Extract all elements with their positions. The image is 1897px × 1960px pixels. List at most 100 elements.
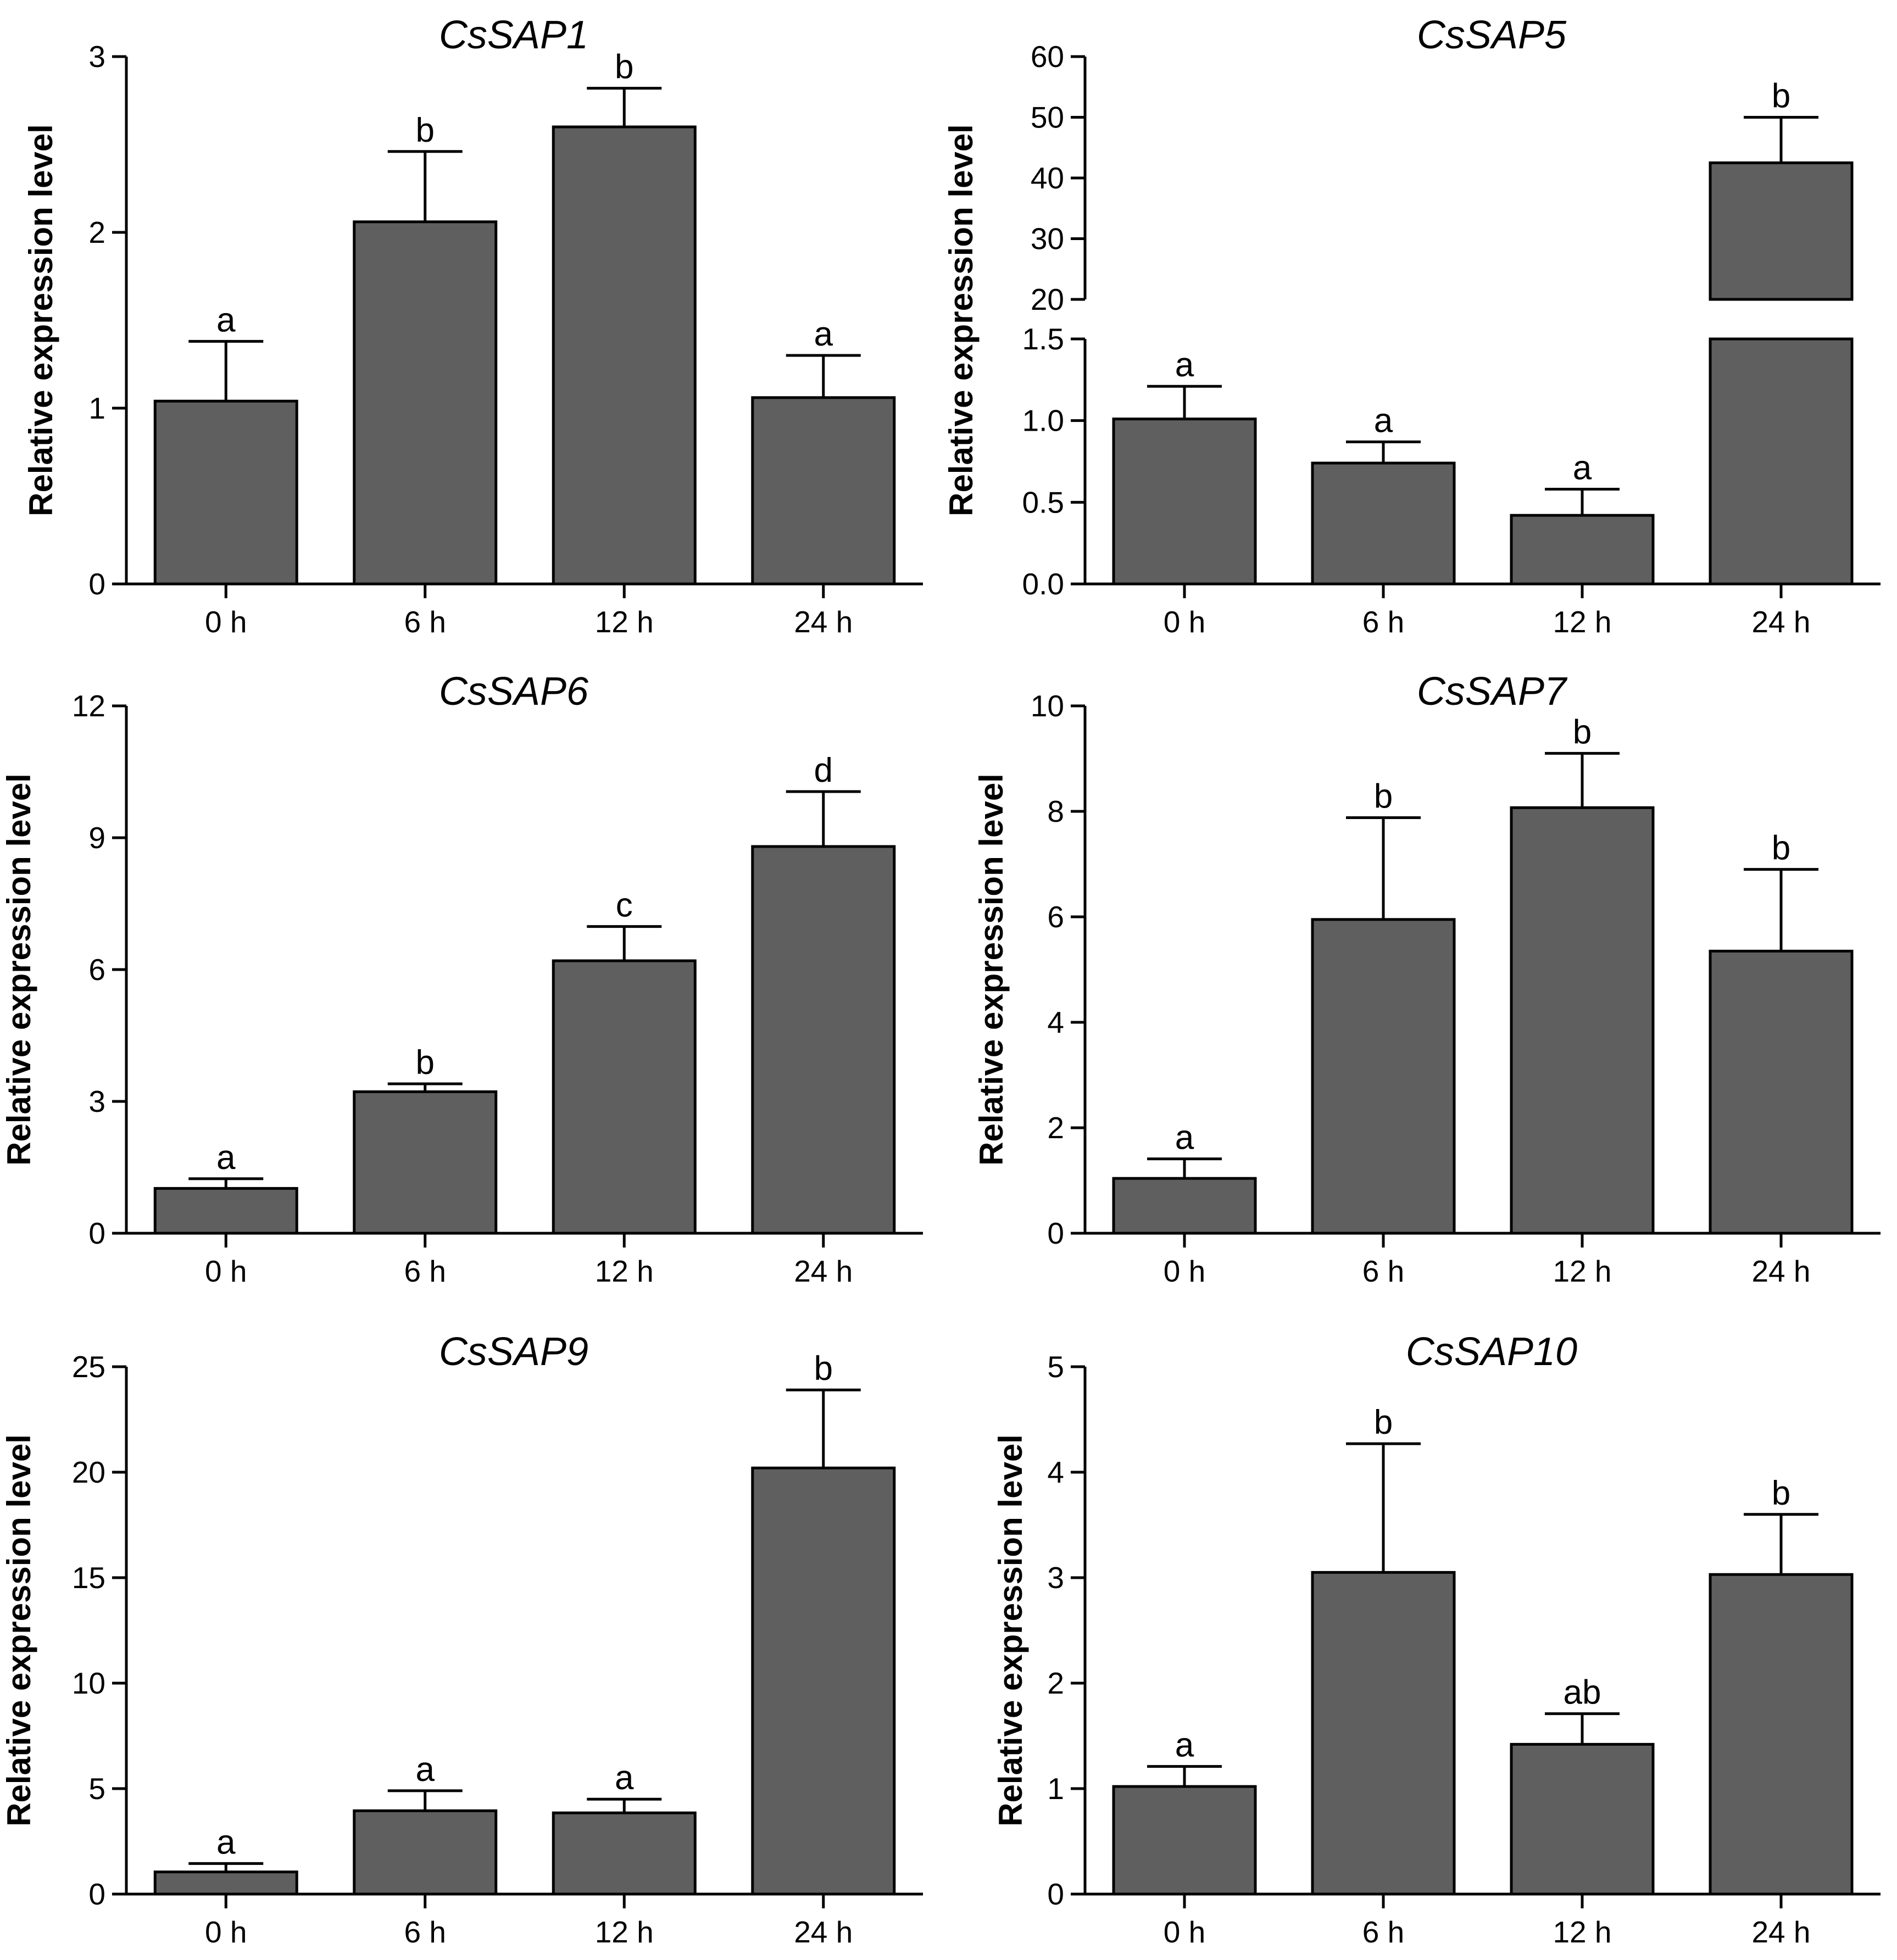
bar [1311,918,1456,1235]
y-tick-label: 8 [1047,794,1064,828]
y-axis-label: Relative expression level [943,124,980,516]
significance-label: b [1772,1474,1790,1512]
x-tick-label: 12 h [595,1915,654,1949]
x-tick-label: 24 h [794,605,853,639]
y-tick-label: 10 [1031,689,1064,723]
y-tick-label: 0 [88,1216,105,1250]
bar [552,125,697,586]
x-tick-label: 0 h [205,1254,247,1288]
x-tick-label: 0 h [1164,605,1205,639]
bar [153,1187,298,1235]
x-tick-label: 6 h [1362,605,1404,639]
y-axis-label: Relative expression level [973,773,1010,1166]
x-tick-label: 0 h [205,1915,247,1949]
significance-label: a [1573,449,1592,487]
x-tick-label: 24 h [1751,605,1810,639]
significance-label: b [1772,829,1790,867]
x-tick-label: 0 h [205,605,247,639]
bar [1510,806,1655,1235]
x-tick-label: 6 h [404,1254,446,1288]
y-tick-label: 20 [72,1455,105,1489]
y-axis-label: Relative expression level [1,773,37,1166]
significance-label: b [1772,77,1790,115]
y-tick-label: 15 [72,1561,105,1595]
significance-label: b [416,112,435,149]
y-tick-label: 0 [88,1877,105,1911]
y-axis-label: Relative expression level [1,1434,37,1827]
y-axis-label: Relative expression level [23,124,59,516]
y-tick-label: 1 [1047,1772,1064,1806]
x-tick-label: 24 h [794,1915,853,1949]
chart-title: CsSAP5 [1417,13,1567,57]
y-tick-label: 0 [1047,1877,1064,1911]
x-tick-label: 6 h [404,1915,446,1949]
y-tick-label: 5 [1047,1350,1064,1384]
y-tick-label: 25 [72,1350,105,1384]
significance-label: b [416,1044,435,1082]
significance-label: a [1175,1119,1194,1157]
significance-label: ab [1564,1674,1601,1712]
bar [552,959,697,1235]
bar [353,1809,498,1896]
chart-cssap10: CsSAP10 Relative expression level 0 1 2 3 4 5 a 0… [992,1330,1881,1949]
y-tick-label: 60 [1031,40,1064,74]
y-tick-label: 9 [88,821,105,855]
y-tick-label: 1 [88,391,105,425]
significance-label: a [615,1759,634,1797]
y-tick-label: 10 [72,1666,105,1700]
y-tick-label: 2 [88,215,105,249]
y-tick-label: 0.5 [1022,485,1064,519]
x-tick-label: 6 h [1362,1915,1404,1949]
y-tick-label: 50 [1031,101,1064,135]
y-tick-label: 4 [1047,1005,1064,1039]
x-tick-label: 6 h [1362,1254,1404,1288]
bar [751,1466,896,1896]
y-tick-label: 4 [1047,1455,1064,1489]
bar-upper-segment [1709,161,1854,301]
significance-label: d [814,751,833,789]
y-tick-label: 5 [88,1772,105,1806]
y-tick-label: 40 [1031,161,1064,195]
significance-label: a [216,301,236,339]
x-tick-label: 0 h [1164,1254,1205,1288]
y-tick-label: 0 [1047,1216,1064,1250]
bar [751,396,896,586]
y-tick-label: 12 [72,689,105,723]
bar [1709,1573,1854,1896]
x-tick-label: 24 h [794,1254,853,1288]
y-tick-label: 6 [1047,900,1064,934]
x-tick-label: 12 h [1553,1915,1611,1949]
y-tick-label: 0 [88,567,105,601]
bar [153,399,298,586]
x-tick-label: 24 h [1751,1915,1810,1949]
y-tick-label: 2 [1047,1111,1064,1145]
bar [1709,949,1854,1235]
significance-label: a [1175,346,1194,384]
chart-cssap9: CsSAP9 Relative expression level 0 5 10 15 20 2… [1,1330,923,1949]
y-tick-label: 3 [1047,1561,1064,1595]
chart-cssap6: CsSAP6 Relative expression level 0 3 6 9 12 a 0 … [1,670,923,1288]
y-tick-label: 2 [1047,1666,1064,1700]
y-tick-label: 1.5 [1022,322,1064,356]
significance-label: a [416,1751,435,1789]
bar [1112,1177,1257,1235]
significance-label: a [1374,402,1393,439]
y-tick-label: 20 [1031,282,1064,316]
x-tick-label: 0 h [1164,1915,1205,1949]
bar [1709,337,1854,586]
chart-cssap1: CsSAP1 Relative expression level 0 1 2 3 a 0 h b… [23,13,923,639]
bar [153,1870,298,1896]
bar [353,1090,498,1235]
bar [552,1811,697,1896]
x-tick-label: 24 h [1751,1254,1810,1288]
x-tick-label: 12 h [1553,605,1611,639]
chart-title: CsSAP6 [439,670,589,714]
x-tick-label: 12 h [595,1254,654,1288]
chart-title: CsSAP9 [439,1330,588,1374]
bar [751,845,896,1235]
y-tick-label: 30 [1031,222,1064,256]
bar [1311,461,1456,586]
bar [1112,1785,1257,1896]
y-tick-label: 6 [88,953,105,987]
